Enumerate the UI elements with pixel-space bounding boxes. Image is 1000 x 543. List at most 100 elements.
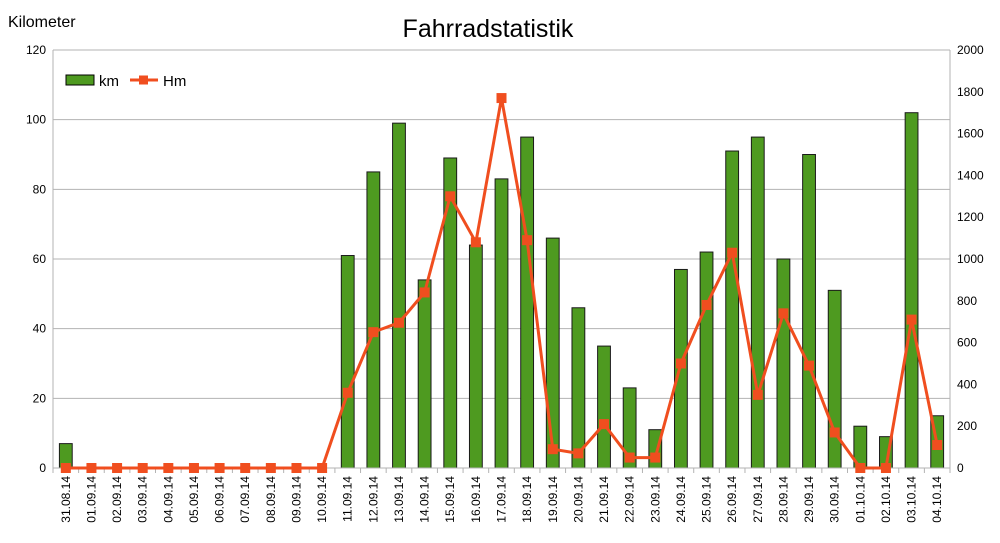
hm-point: [60, 463, 71, 473]
x-tick-label: 12.09.14: [366, 476, 380, 523]
y-tick-label: 80: [33, 182, 47, 196]
hm-point: [855, 463, 866, 473]
x-tick-label: 03.10.14: [905, 476, 919, 523]
y-tick-label: 100: [26, 113, 46, 127]
km-bar: [750, 136, 765, 469]
x-tick-label: 10.09.14: [315, 476, 329, 523]
hm-point: [727, 247, 738, 258]
legend-km-swatch: [65, 74, 95, 86]
y2-tick-label: 1600: [957, 127, 984, 141]
x-tick-label: 29.09.14: [802, 476, 816, 523]
hm-point: [599, 419, 610, 430]
km-bar: [366, 171, 381, 469]
hm-point: [86, 463, 97, 473]
hm-point: [137, 463, 148, 473]
x-ticks: 31.08.14 01.09.14 02.09.14 03.09.14 04.09.14…: [59, 476, 944, 523]
hm-point: [393, 317, 404, 328]
y2-tick-label: 1800: [957, 85, 984, 99]
y-tick-label: 120: [26, 43, 46, 57]
y2-tick-label: 0: [957, 461, 964, 475]
km-bars: [58, 112, 945, 469]
y2-tick-label: 400: [957, 377, 977, 391]
x-tick-label: 25.09.14: [700, 476, 714, 523]
hm-point: [650, 452, 661, 463]
hm-point: [522, 235, 533, 246]
y2-tick-label: 200: [957, 419, 977, 433]
km-bar: [417, 279, 432, 469]
hm-point: [291, 463, 302, 473]
x-tick-label: 08.09.14: [264, 476, 278, 523]
y-tick-label: 20: [33, 391, 47, 405]
hm-point: [214, 463, 225, 473]
hm-point: [778, 308, 789, 319]
km-bar: [468, 244, 483, 469]
legend-km-label: km: [99, 73, 119, 90]
x-tick-label: 24.09.14: [674, 476, 688, 523]
hm-point: [701, 299, 712, 310]
hm-point: [752, 389, 763, 400]
hm-point: [496, 93, 507, 104]
y-tick-label: 60: [33, 252, 47, 266]
x-tick-label: 02.09.14: [110, 476, 124, 523]
y-tick-label: 40: [33, 322, 47, 336]
x-tick-label: 01.09.14: [84, 476, 98, 523]
km-bar: [545, 237, 560, 469]
x-tick-label: 20.09.14: [571, 476, 585, 523]
hm-point: [265, 463, 276, 473]
hm-point: [445, 191, 456, 202]
hm-point: [419, 287, 430, 298]
hm-point: [547, 444, 558, 455]
legend-hm-label: Hm: [163, 73, 186, 90]
hm-point: [829, 427, 840, 438]
x-tick-label: 30.09.14: [828, 476, 842, 523]
km-bar: [904, 112, 919, 469]
x-tick-label: 15.09.14: [443, 476, 457, 523]
km-bar: [494, 178, 509, 469]
hm-point: [624, 452, 635, 463]
x-tick-label: 26.09.14: [725, 476, 739, 523]
hm-point: [804, 360, 815, 371]
x-tick-label: 09.09.14: [289, 476, 303, 523]
hm-point: [112, 463, 123, 473]
x-tick-label: 07.09.14: [238, 476, 252, 523]
chart-title: Fahrradstatistik: [403, 15, 574, 43]
km-bar: [340, 255, 355, 469]
x-tick-label: 03.09.14: [136, 476, 150, 523]
x-tick-label: 13.09.14: [392, 476, 406, 523]
y2-tick-label: 800: [957, 294, 977, 308]
hm-point: [240, 463, 251, 473]
hm-point: [675, 358, 686, 369]
x-tick-label: 05.09.14: [187, 476, 201, 523]
legend-hm-marker: [139, 75, 148, 85]
km-bar: [392, 122, 406, 469]
x-tick-label: 16.09.14: [469, 476, 483, 523]
x-tick-label: 01.10.14: [853, 476, 867, 523]
x-tick-label: 21.09.14: [597, 476, 611, 523]
km-bar: [725, 150, 740, 469]
y2-tick-label: 1400: [957, 168, 984, 182]
x-tick-label: 04.10.14: [930, 476, 944, 523]
x-tick-label: 14.09.14: [418, 476, 432, 523]
km-bar: [520, 136, 535, 469]
hm-point: [906, 314, 917, 325]
hm-point: [188, 463, 199, 473]
hm-line: [60, 93, 943, 473]
y2-tick-label: 2000: [957, 43, 984, 57]
x-tick-label: 11.09.14: [341, 476, 355, 522]
hm-point: [317, 463, 328, 473]
x-tick-label: 04.09.14: [161, 476, 175, 523]
km-bar: [802, 154, 816, 469]
km-bar: [699, 251, 714, 469]
km-bar: [776, 258, 791, 469]
hm-point: [470, 237, 481, 248]
km-bar: [827, 289, 842, 469]
km-bar: [597, 345, 611, 469]
km-bar: [571, 307, 586, 469]
x-tick-label: 02.10.14: [879, 476, 893, 523]
x-tick-label: 31.08.14: [59, 476, 73, 523]
x-tick-label: 27.09.14: [751, 476, 765, 523]
hm-point: [932, 440, 943, 451]
y2-tick-label: 1200: [957, 210, 984, 224]
hm-point: [342, 387, 353, 398]
